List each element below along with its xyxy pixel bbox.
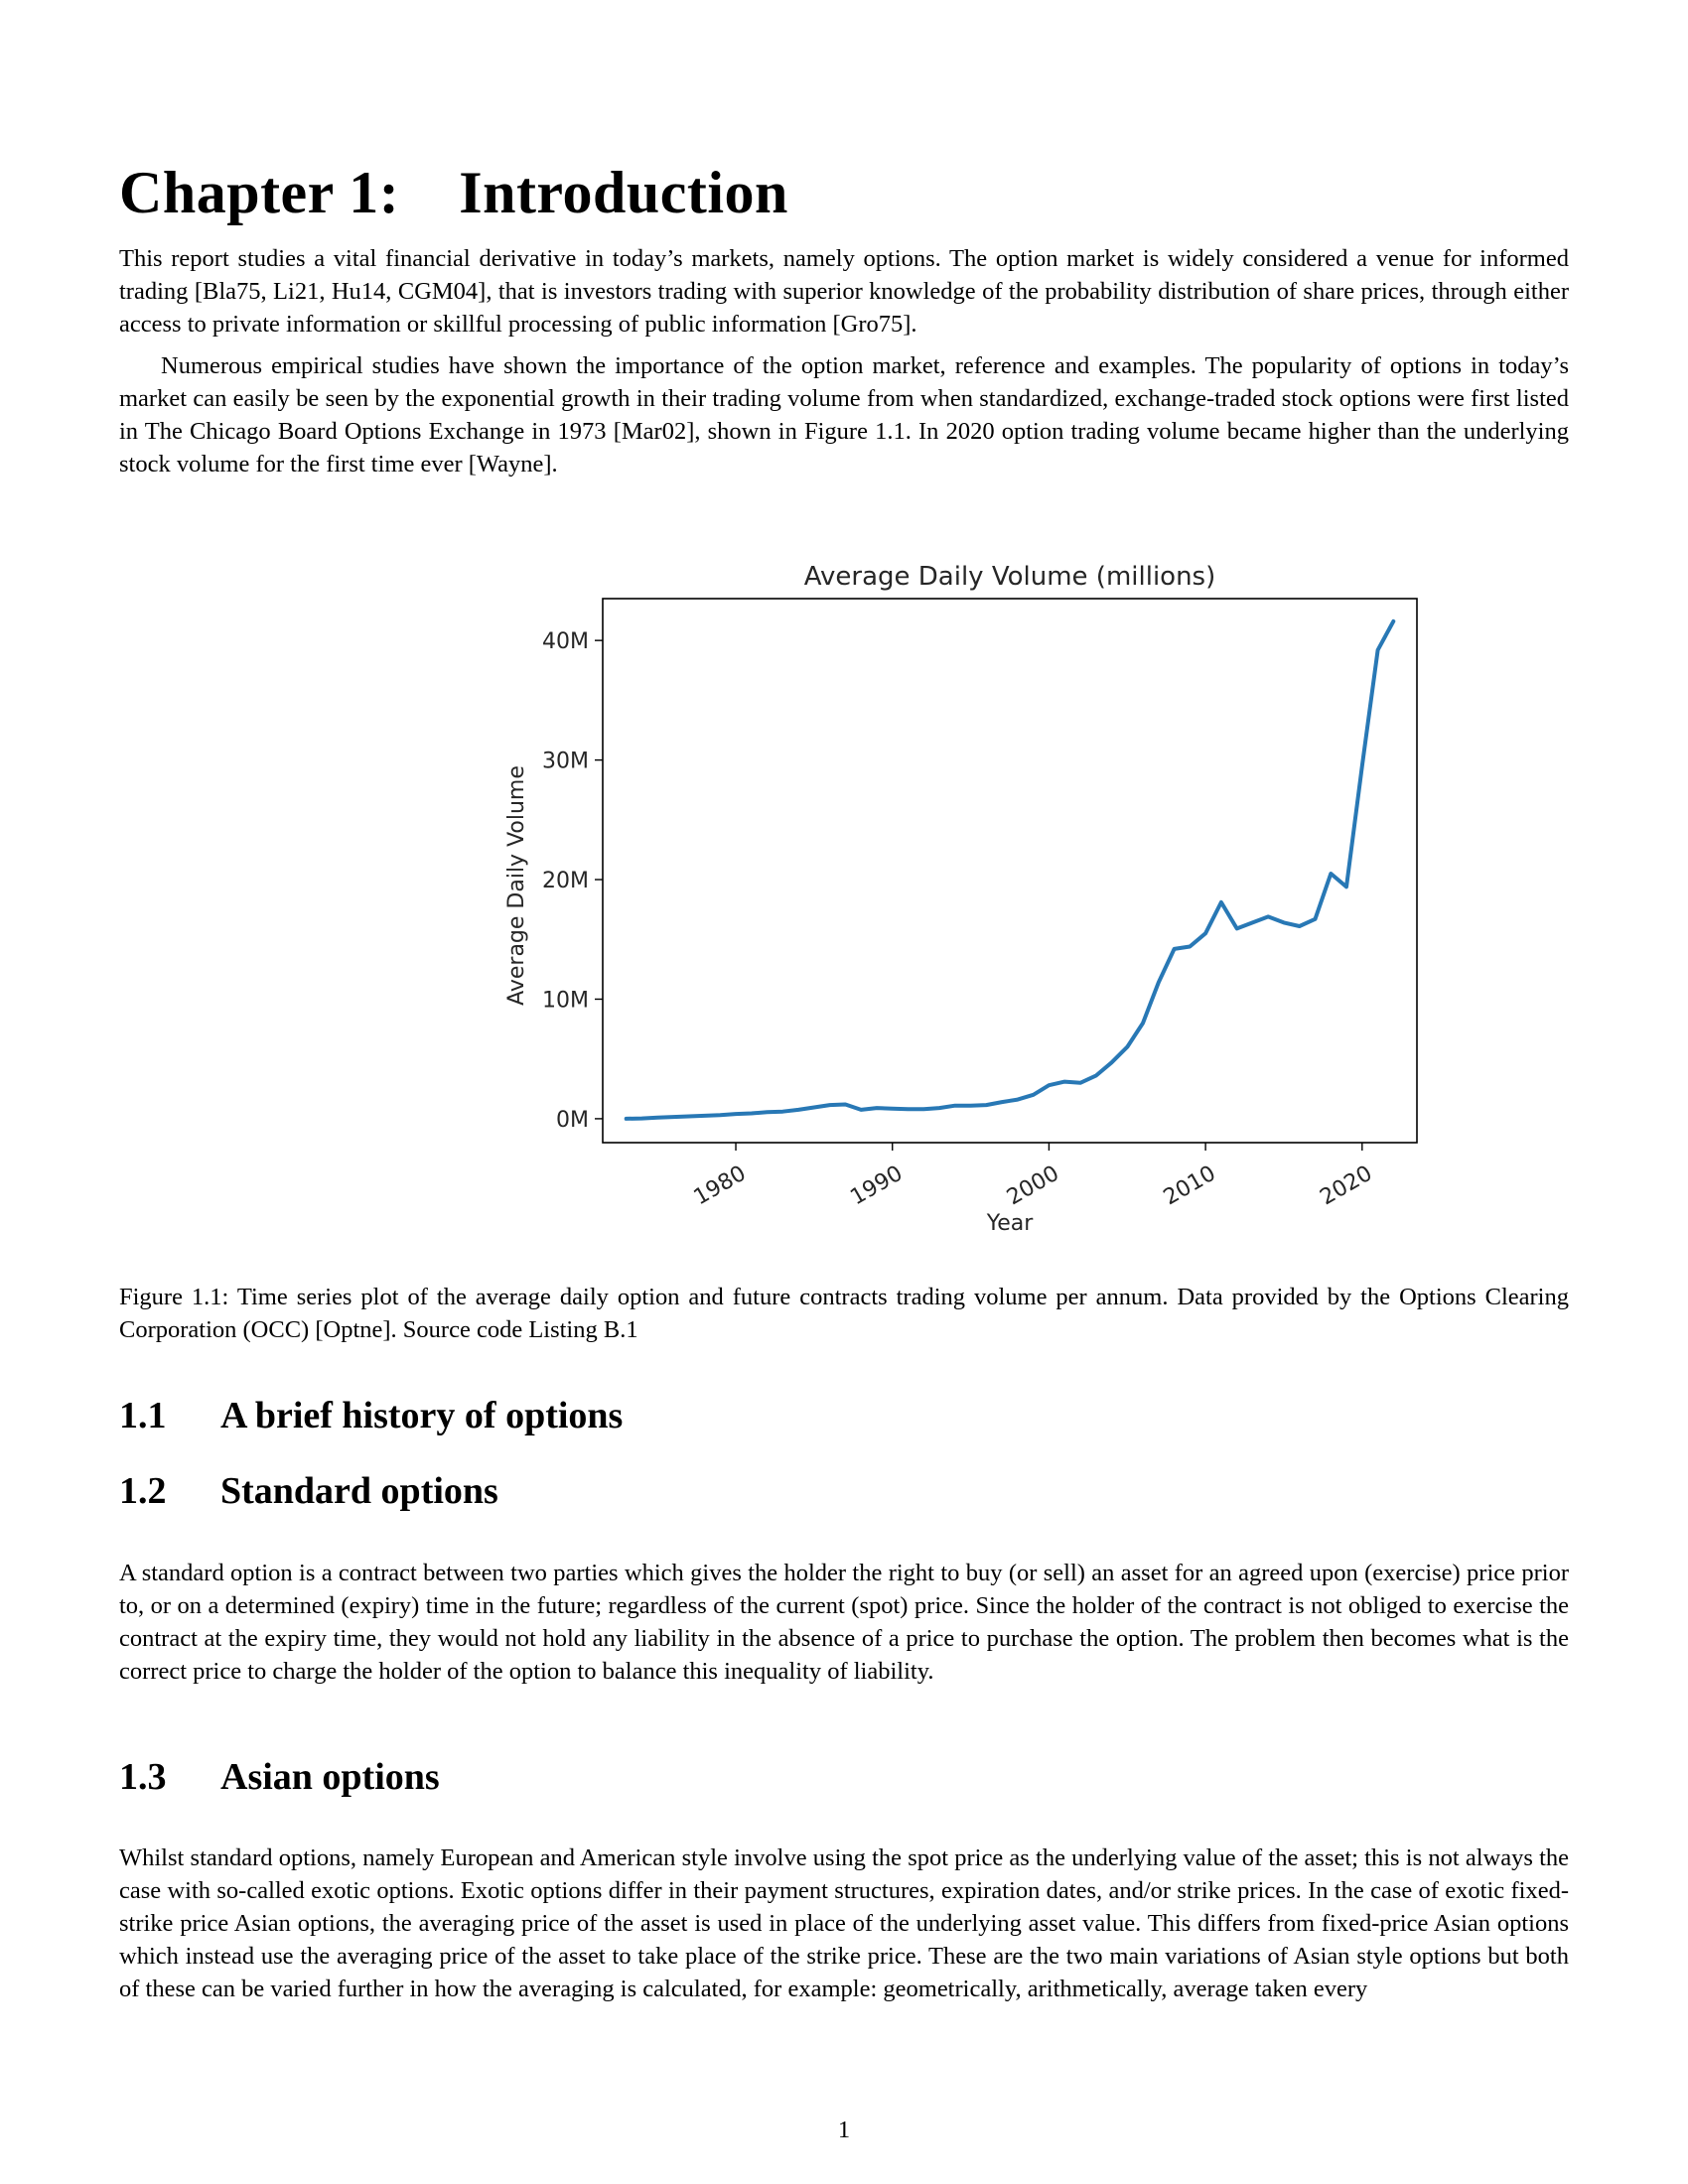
figure-1-1: Average Daily Volume (millions) 0M 10M 20M… [362,541,1494,1256]
section-heading-1-2: 1.2 Standard options [119,1469,498,1513]
page-number: 1 [837,2116,851,2143]
volume-line-chart: Average Daily Volume (millions) 0M 10M 20M… [504,562,1418,1236]
standard-options-paragraph: A standard option is a contract between … [119,1560,1569,1685]
x-tick-label: 1990 [846,1161,907,1211]
y-axis-label: Average Daily Volume [504,765,529,1006]
chapter-number: Chapter 1: [119,160,400,225]
x-axis-label: Year [986,1211,1035,1236]
y-tick-label: 10M [542,988,589,1013]
asian-options-paragraph: Whilst standard options, namely European… [119,1844,1569,2002]
x-tick-label: 2000 [1003,1161,1063,1211]
chart-title: Average Daily Volume (millions) [804,562,1216,592]
x-axis: 1980 1990 2000 2010 2020 [690,1143,1376,1211]
chapter-title: Chapter 1: Introduction [119,159,788,227]
x-tick-label: 2010 [1160,1161,1220,1211]
section-title: Asian options [220,1756,440,1798]
intro-paragraph-1: This report studies a vital financial de… [119,245,1569,338]
section-title: Standard options [220,1470,498,1512]
y-axis: 0M 10M 20M 30M 40M [542,629,603,1133]
y-tick-label: 40M [542,629,589,654]
y-tick-label: 20M [542,869,589,893]
figure-caption: Figure 1.1: Time series plot of the aver… [119,1284,1569,1343]
section-title: A brief history of options [220,1395,624,1436]
chapter-title-text: Introduction [459,160,788,225]
y-tick-label: 0M [556,1108,589,1133]
section-number: 1.1 [119,1395,167,1436]
x-tick-label: 1980 [690,1161,751,1211]
plot-area [602,598,1418,1144]
section-heading-1-1: 1.1 A brief history of options [119,1394,623,1437]
section-number: 1.3 [119,1756,167,1798]
y-tick-label: 30M [542,750,589,774]
section-number: 1.2 [119,1470,167,1512]
intro-paragraph-2: Numerous empirical studies have shown th… [119,352,1569,478]
x-tick-label: 2020 [1316,1161,1376,1211]
section-heading-1-3: 1.3 Asian options [119,1755,440,1799]
series-line [624,618,1396,1121]
